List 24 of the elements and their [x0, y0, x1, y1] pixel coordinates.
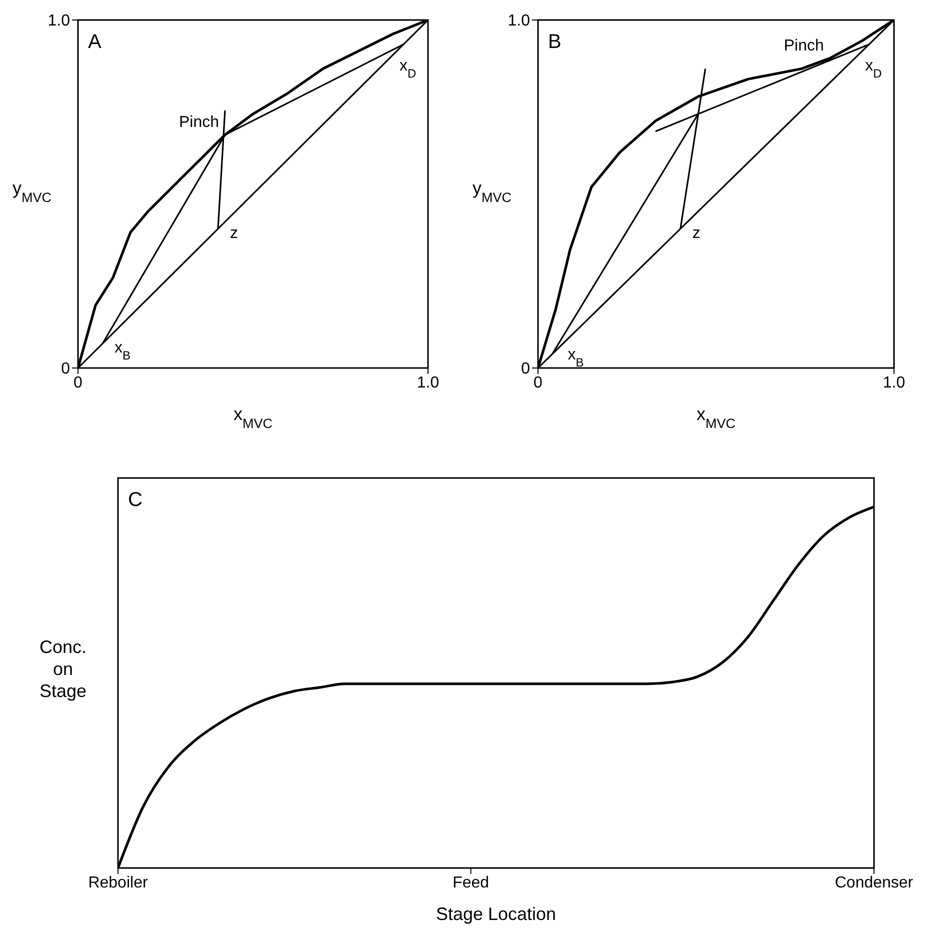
annotation: x$_{D}$: [400, 57, 416, 80]
annotation: Pinch: [178, 114, 219, 131]
x-tick-label: 0: [534, 374, 543, 392]
annotation: B: [548, 31, 562, 53]
x-tick-label: Feed: [452, 874, 490, 892]
annotation: x$_{D}$: [865, 57, 882, 80]
y-axis-title: Conc. on Stage: [39, 637, 87, 701]
x-tick-label: 0: [74, 374, 83, 392]
x-tick-label: Condenser: [834, 874, 914, 892]
annotation: z: [692, 224, 700, 242]
annotation: x$_{B}$: [114, 340, 131, 363]
x-tick-label: 1.0: [882, 374, 906, 392]
x-axis-title: x$_{MVC}$: [696, 404, 736, 430]
x-axis-title: x$_{MVC}$: [234, 404, 273, 430]
annotation: C: [128, 489, 142, 511]
x-tick-label: 1.0: [416, 374, 440, 392]
annotation: x$_{B}$: [568, 346, 584, 370]
annotation: A: [88, 31, 102, 53]
annotation: Pinch: [784, 37, 824, 54]
annotation: z: [230, 224, 238, 242]
y-axis-title: y$_{MVC}$: [12, 178, 52, 204]
x-axis-title: Stage Location: [436, 904, 556, 924]
y-axis-title: y$_{MVC}$: [472, 178, 512, 204]
x-tick-label: Reboiler: [88, 874, 148, 892]
